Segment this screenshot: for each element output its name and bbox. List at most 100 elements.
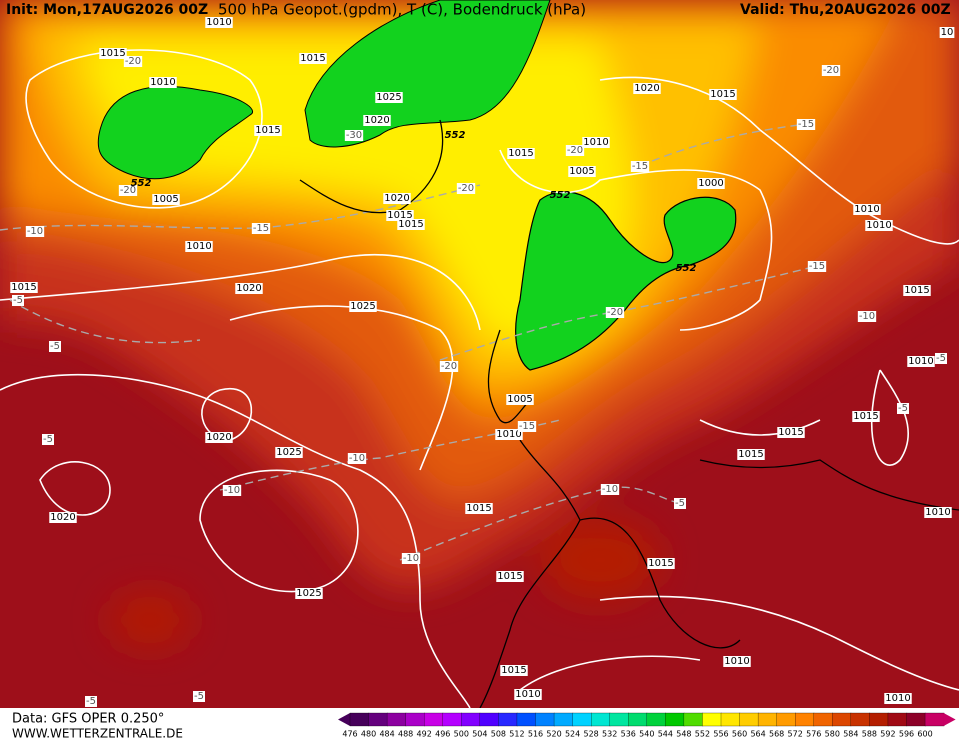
temperature-label-group: -5 [193, 691, 205, 702]
temperature-label-group: -5 [674, 498, 686, 509]
colorbar-tick-label: 520 [546, 730, 561, 739]
isobar-label-box [496, 571, 524, 582]
colorbar-tick-label: 500 [454, 730, 469, 739]
isobar-label: 1015 [778, 427, 803, 438]
isobar-label: 1015 [904, 285, 929, 296]
temperature-label: -30 [346, 130, 362, 141]
isobar-label-group: 1015 [299, 53, 327, 64]
isobar-label: 1020 [634, 83, 659, 94]
temperature-label-group: -20 [439, 361, 459, 372]
temperature-label-box [439, 361, 459, 372]
temperature-label-group: -20 [123, 56, 143, 67]
isobar-label-box [884, 693, 912, 704]
colorbar-arrow-right [943, 713, 956, 726]
colorbar-tick-label: 536 [621, 730, 636, 739]
colorbar-box [850, 712, 871, 727]
temperature-label-group: -15 [517, 421, 537, 432]
isobar-label-box [633, 83, 661, 94]
colorbar-box [665, 712, 685, 727]
isobar-label-group: 1015 [496, 571, 524, 582]
temperature-label-box [251, 223, 271, 234]
isobar-label: 1020 [206, 432, 231, 443]
isobar-label-group: 1015 [709, 89, 737, 100]
isobar-label-box [383, 193, 411, 204]
colorbar-box [702, 712, 722, 727]
isobar-label-box [723, 656, 751, 667]
temperature-label: -20 [567, 145, 583, 156]
isobar-label-box [235, 283, 263, 294]
temperature-label-box [401, 553, 421, 564]
isobar-label-group: 1015 [647, 558, 675, 569]
isobar-label: 1010 [885, 693, 910, 704]
map-background [0, 0, 959, 708]
isobar-label-box [939, 27, 955, 38]
temperature-label: -5 [898, 403, 908, 414]
isobar-label: 1005 [569, 166, 594, 177]
isobar-label-group: 1010 [582, 137, 610, 148]
isobar-label-group: 1020 [235, 283, 263, 294]
isobar-label-group: 1015 [507, 148, 535, 159]
isobar-label: 1020 [236, 283, 261, 294]
data-source: Data: GFS OPER 0.250° [12, 712, 164, 727]
colorbar-tick-label: 584 [843, 730, 858, 739]
temperature-label-group: -10 [857, 311, 877, 322]
temperature-label-box [630, 161, 650, 172]
isobar-label-group: 1015 [465, 503, 493, 514]
temperature-label: -5 [86, 696, 96, 707]
temperature-label-box [347, 453, 367, 464]
isobar-label-box [709, 89, 737, 100]
colorbar-tick-label: 528 [584, 730, 599, 739]
isobar-label-group: 1010 [907, 356, 935, 367]
isobar-label: 1005 [153, 194, 178, 205]
colorbar-tick-label: 504 [472, 730, 487, 739]
colorbar-tick-label: 556 [713, 730, 728, 739]
isobar-label-group: 1015 [903, 285, 931, 296]
isobar-label-box [582, 137, 610, 148]
isobar-label-group: 1005 [568, 166, 596, 177]
isobar-label: 1010 [925, 507, 950, 518]
temperature-label: -15 [632, 161, 648, 172]
isobar-label-box [363, 115, 391, 126]
colorbar-box [924, 712, 945, 727]
isobar-label: 1015 [387, 210, 412, 221]
isobar-label-group: 1005 [152, 194, 180, 205]
colorbar-tick-label: 596 [899, 730, 914, 739]
temperature-label-box [49, 341, 61, 352]
isobar-label-box [152, 194, 180, 205]
temperature-label-box [565, 145, 585, 156]
colorbar-tick-label: 496 [435, 730, 450, 739]
isobar-label: 1015 [497, 571, 522, 582]
temperature-label-group: -10 [600, 484, 620, 495]
isobar-label: 1015 [255, 125, 280, 136]
temperature-label-group: -20 [821, 65, 841, 76]
colorbar-box [906, 712, 926, 727]
isobar-label-box [275, 447, 303, 458]
isobar-label-box [386, 210, 414, 221]
temperature-label: -15 [253, 223, 269, 234]
isobar-label-box [49, 512, 77, 523]
colorbar-tick-label: 568 [769, 730, 784, 739]
colorbar-box [720, 712, 741, 727]
isobar-label-box [295, 588, 323, 599]
temperature-label-box [222, 485, 242, 496]
isobar-label-box [514, 689, 542, 700]
temperature-label-group: -30 [344, 130, 364, 141]
temperature-label-group: -20 [456, 183, 476, 194]
colorbar-tick-label: 600 [917, 730, 932, 739]
temperature-label-box [344, 130, 364, 141]
isobar-label-box [500, 665, 528, 676]
temperature-label: -20 [441, 361, 457, 372]
height-label: 552 [445, 130, 466, 141]
colorbar-box [776, 712, 796, 727]
isobar-label: 1000 [698, 178, 723, 189]
temperature-label-box [456, 183, 476, 194]
colorbar-box [516, 712, 537, 727]
colorbar-tick-label: 552 [695, 730, 710, 739]
temperature-label-box [605, 307, 625, 318]
colorbar-tick-label: 512 [509, 730, 524, 739]
isobar-label-box [254, 125, 282, 136]
temperature-label: -20 [120, 185, 136, 196]
isobar-label: 1010 [908, 356, 933, 367]
isobar-label-group: 1010 [149, 77, 177, 88]
temperature-label-group: -15 [251, 223, 271, 234]
